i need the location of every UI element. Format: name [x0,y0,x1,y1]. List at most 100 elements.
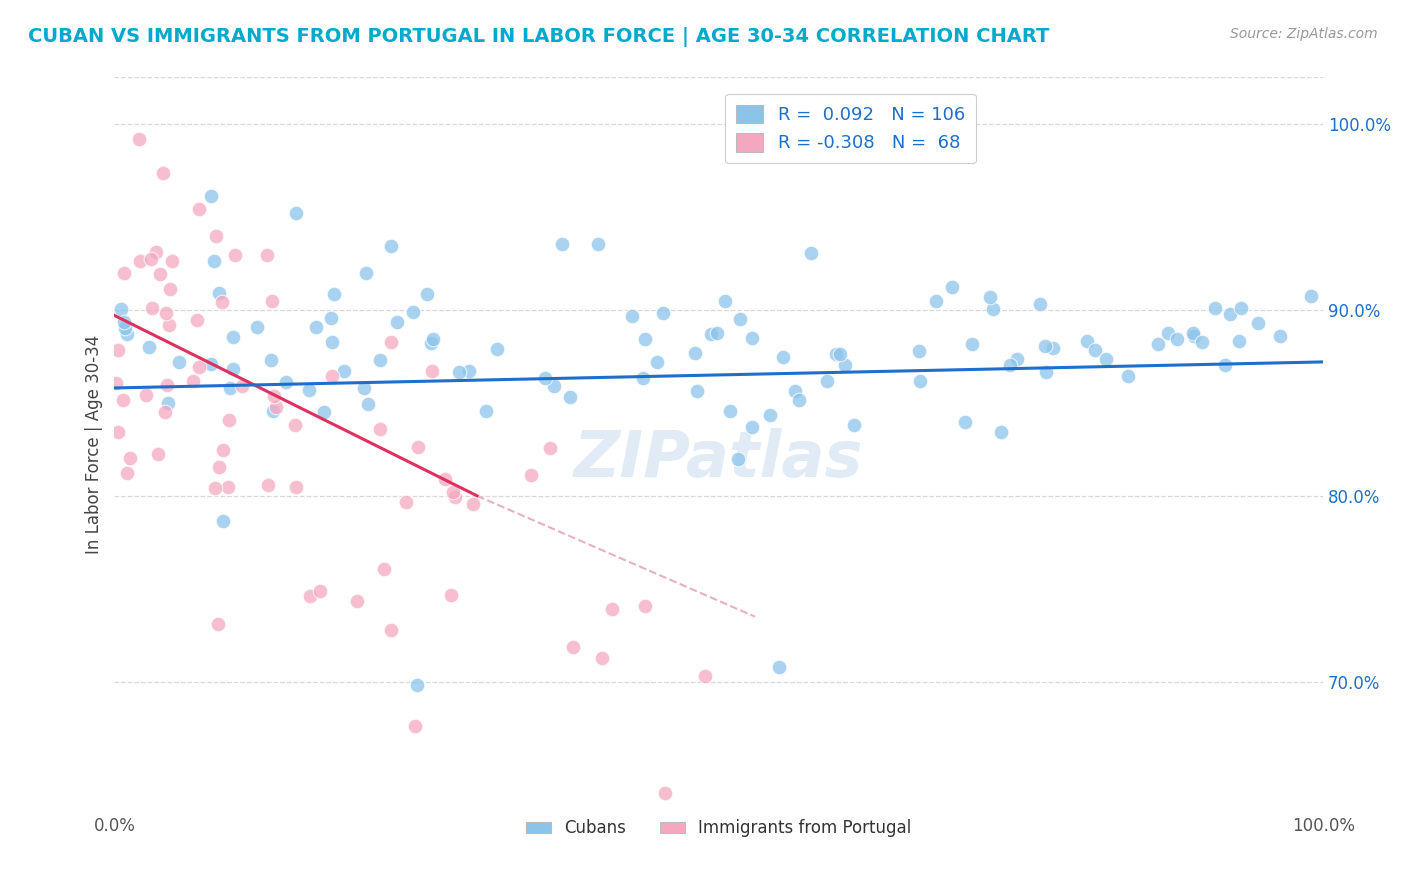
Point [772,350,794,364]
Point [321,334,343,349]
Point [789,392,811,407]
Point [169,355,191,369]
Point [157,318,180,333]
Point [212,442,235,457]
Point [211,514,233,528]
Point [107,425,129,439]
Point [1204,301,1226,316]
Point [222,361,245,376]
Point [401,305,423,319]
Point [266,400,288,414]
Point [654,786,676,800]
Point [620,309,643,323]
Point [420,364,443,378]
Point [1042,341,1064,355]
Point [319,311,342,326]
Point [1213,358,1236,372]
Point [333,364,356,378]
Point [562,640,585,655]
Point [284,480,307,494]
Point [420,336,443,351]
Point [741,419,763,434]
Point [444,490,467,504]
Point [321,369,343,384]
Point [475,403,498,417]
Point [631,371,654,385]
Point [219,381,242,395]
Point [908,343,931,358]
Point [718,404,741,418]
Point [152,165,174,179]
Point [586,236,609,251]
Point [998,358,1021,372]
Point [990,425,1012,440]
Point [112,315,135,329]
Point [558,390,581,404]
Point [115,326,138,341]
Point [380,624,402,638]
Point [686,384,709,399]
Point [208,285,231,300]
Point [785,384,807,398]
Point [600,602,623,616]
Point [159,282,181,296]
Point [700,326,723,341]
Point [380,334,402,349]
Point [815,375,838,389]
Point [1029,297,1052,311]
Point [825,347,848,361]
Point [1166,332,1188,346]
Point [222,330,245,344]
Point [263,403,285,417]
Point [960,337,983,351]
Point [217,479,239,493]
Point [1033,338,1056,352]
Point [538,441,561,455]
Point [204,481,226,495]
Point [645,355,668,369]
Point [111,393,134,408]
Point [141,252,163,266]
Point [114,321,136,335]
Point [284,206,307,220]
Point [138,340,160,354]
Point [380,239,402,253]
Point [298,384,321,398]
Point [533,370,555,384]
Point [714,293,737,308]
Point [153,405,176,419]
Point [844,418,866,433]
Point [274,375,297,389]
Text: ZIPatlas: ZIPatlas [574,428,863,491]
Point [200,189,222,203]
Point [768,660,790,674]
Point [298,589,321,603]
Point [652,306,675,320]
Point [1229,301,1251,316]
Point [211,295,233,310]
Point [200,357,222,371]
Point [1076,334,1098,348]
Point [304,319,326,334]
Point [145,245,167,260]
Point [156,377,179,392]
Point [149,267,172,281]
Point [353,381,375,395]
Point [357,397,380,411]
Point [135,388,157,402]
Point [323,287,346,301]
Point [257,478,280,492]
Point [112,266,135,280]
Point [591,651,613,665]
Point [110,302,132,317]
Point [634,332,657,346]
Point [105,376,128,391]
Point [925,294,948,309]
Point [370,352,392,367]
Point [979,290,1001,304]
Point [373,562,395,576]
Point [405,677,427,691]
Point [834,358,856,372]
Point [828,347,851,361]
Point [449,365,471,379]
